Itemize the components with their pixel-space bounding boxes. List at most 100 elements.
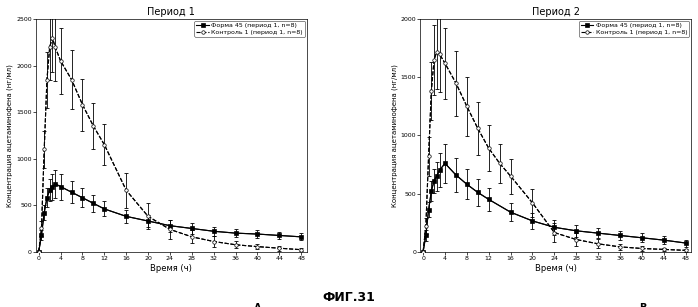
Форма 45 (период 1, n=8) [144,219,152,223]
Контроль 1 (период 1, n=8) [232,243,240,247]
Форма 45 (период 1, n=8) [463,182,471,186]
Контроль 1 (период 1, n=8) [297,248,306,251]
Форма 45 (период 1, n=8) [550,225,558,229]
Контроль 1 (период 1, n=8) [550,231,558,234]
Контроль 1 (период 1, n=8) [144,215,152,218]
Форма 45 (период 1, n=8) [441,161,450,165]
Форма 45 (период 1, n=8) [660,238,668,242]
Форма 45 (период 1, n=8) [484,198,493,201]
Контроль 1 (период 1, n=8) [422,224,430,228]
Форма 45 (период 1, n=8) [253,232,262,236]
Контроль 1 (период 1, n=8) [253,245,262,248]
Контроль 1 (период 1, n=8) [166,227,174,231]
Контроль 1 (период 1, n=8) [37,227,45,230]
Контроль 1 (период 1, n=8) [681,248,690,252]
Форма 45 (период 1, n=8) [419,250,427,254]
Line: Контроль 1 (период 1, n=8): Контроль 1 (период 1, n=8) [422,50,688,254]
Форма 45 (период 1, n=8) [209,229,218,233]
Форма 45 (период 1, n=8) [422,234,430,237]
Форма 45 (период 1, n=8) [474,191,482,194]
Форма 45 (период 1, n=8) [275,234,283,237]
Контроль 1 (период 1, n=8) [433,50,441,53]
Контроль 1 (период 1, n=8) [463,104,471,108]
Форма 45 (период 1, n=8) [528,219,537,223]
Контроль 1 (период 1, n=8) [45,45,54,49]
Контроль 1 (период 1, n=8) [89,124,98,128]
Форма 45 (период 1, n=8) [572,229,581,233]
Контроль 1 (период 1, n=8) [43,78,51,81]
Форма 45 (период 1, n=8) [101,207,109,211]
Text: А: А [254,303,262,307]
Line: Контроль 1 (период 1, n=8): Контроль 1 (период 1, n=8) [37,36,303,254]
Контроль 1 (период 1, n=8) [51,45,59,49]
Форма 45 (период 1, n=8) [188,227,196,230]
Контроль 1 (период 1, n=8) [594,242,602,246]
Форма 45 (период 1, n=8) [436,169,444,172]
Контроль 1 (период 1, n=8) [122,188,131,192]
Форма 45 (период 1, n=8) [37,233,45,237]
Y-axis label: Концентрация ацетаминофена (нг/мл): Концентрация ацетаминофена (нг/мл) [392,64,398,207]
Контроль 1 (период 1, n=8) [484,146,493,150]
Line: Форма 45 (период 1, n=8): Форма 45 (период 1, n=8) [422,161,688,254]
Форма 45 (период 1, n=8) [78,196,87,200]
Контроль 1 (период 1, n=8) [78,103,87,107]
Форма 45 (период 1, n=8) [45,188,54,192]
Форма 45 (период 1, n=8) [681,241,690,245]
Контроль 1 (период 1, n=8) [35,250,43,254]
Контроль 1 (период 1, n=8) [441,61,450,65]
Legend: Форма 45 (период 1, n=8), Контроль 1 (период 1, n=8): Форма 45 (период 1, n=8), Контроль 1 (пе… [195,21,305,37]
Контроль 1 (период 1, n=8) [474,126,482,130]
Контроль 1 (период 1, n=8) [430,58,438,62]
Форма 45 (период 1, n=8) [452,173,460,177]
Контроль 1 (период 1, n=8) [424,154,433,158]
Контроль 1 (период 1, n=8) [68,78,76,81]
Контроль 1 (период 1, n=8) [452,81,460,85]
Контроль 1 (период 1, n=8) [507,174,515,178]
Форма 45 (период 1, n=8) [433,174,441,178]
Форма 45 (период 1, n=8) [166,224,174,227]
Контроль 1 (период 1, n=8) [188,235,196,239]
Форма 45 (период 1, n=8) [89,201,98,205]
Line: Форма 45 (период 1, n=8): Форма 45 (период 1, n=8) [37,182,303,254]
Форма 45 (период 1, n=8) [616,234,624,237]
Форма 45 (период 1, n=8) [427,189,436,193]
Text: ФИГ.31: ФИГ.31 [322,291,376,304]
Форма 45 (период 1, n=8) [48,185,57,188]
Контроль 1 (период 1, n=8) [40,148,48,151]
Контроль 1 (период 1, n=8) [436,52,444,56]
Контроль 1 (период 1, n=8) [48,36,57,40]
Форма 45 (период 1, n=8) [51,182,59,186]
Форма 45 (период 1, n=8) [68,190,76,194]
Форма 45 (период 1, n=8) [57,185,65,188]
Форма 45 (период 1, n=8) [43,196,51,200]
Контроль 1 (период 1, n=8) [275,246,283,250]
Контроль 1 (период 1, n=8) [419,250,427,254]
Форма 45 (период 1, n=8) [507,210,515,214]
Форма 45 (период 1, n=8) [297,235,306,239]
Контроль 1 (период 1, n=8) [616,245,624,249]
Форма 45 (период 1, n=8) [35,250,43,254]
Контроль 1 (период 1, n=8) [496,161,504,165]
X-axis label: Время (ч): Время (ч) [535,264,577,273]
Контроль 1 (период 1, n=8) [572,238,581,241]
Контроль 1 (период 1, n=8) [57,59,65,63]
Контроль 1 (период 1, n=8) [101,143,109,146]
Форма 45 (период 1, n=8) [430,179,438,183]
Форма 45 (период 1, n=8) [232,231,240,235]
Legend: Форма 45 (период 1, n=8), Контроль 1 (период 1, n=8): Форма 45 (период 1, n=8), Контроль 1 (пе… [579,21,689,37]
Форма 45 (период 1, n=8) [122,215,131,218]
Text: В: В [639,303,646,307]
Форма 45 (период 1, n=8) [40,211,48,215]
Контроль 1 (период 1, n=8) [209,240,218,243]
Y-axis label: Концентрация ацетаминофена (нг/мл): Концентрация ацетаминофена (нг/мл) [7,64,13,207]
Форма 45 (период 1, n=8) [594,231,602,235]
Title: Период 2: Период 2 [532,7,580,17]
Форма 45 (период 1, n=8) [424,208,433,212]
Title: Период 1: Период 1 [147,7,195,17]
Контроль 1 (период 1, n=8) [660,247,668,251]
X-axis label: Время (ч): Время (ч) [150,264,192,273]
Контроль 1 (период 1, n=8) [638,247,646,250]
Контроль 1 (период 1, n=8) [427,89,436,93]
Контроль 1 (период 1, n=8) [528,201,537,205]
Форма 45 (период 1, n=8) [638,236,646,240]
